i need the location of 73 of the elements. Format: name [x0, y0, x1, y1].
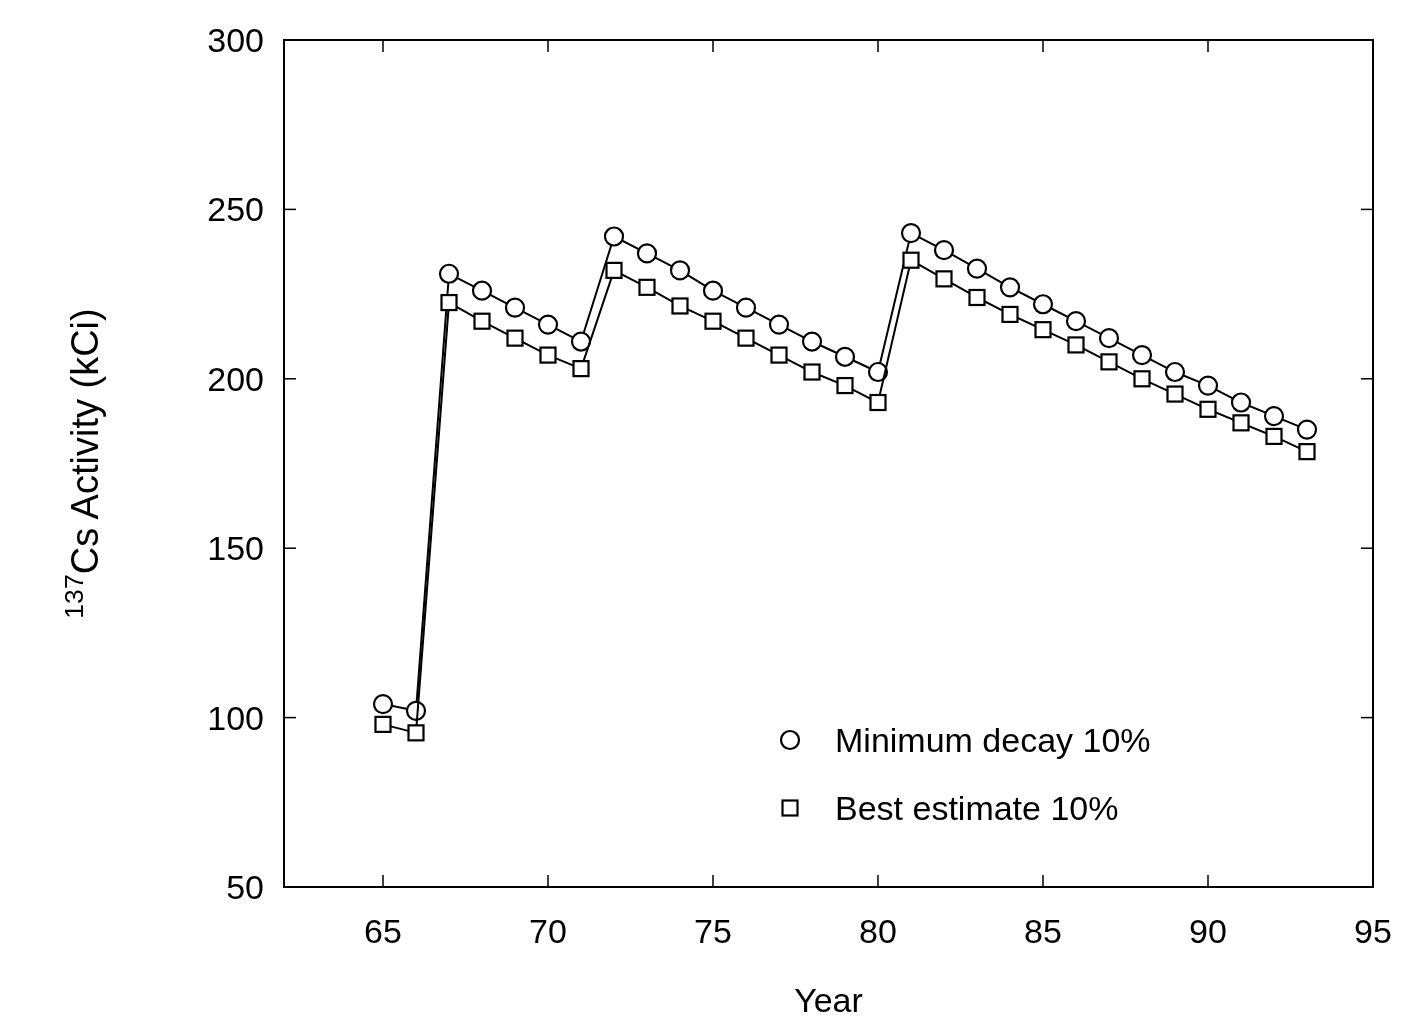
y-tick-label: 150: [207, 529, 264, 568]
point: [1263, 405, 1285, 427]
point: [704, 312, 722, 330]
x-tick-label: 65: [364, 912, 402, 950]
point: [1067, 336, 1085, 354]
point: [1131, 344, 1153, 366]
point: [933, 239, 955, 261]
x-tick-label: 95: [1354, 912, 1392, 950]
point: [1230, 392, 1252, 413]
point: [471, 280, 493, 301]
point: [1098, 328, 1120, 349]
point: [1133, 370, 1151, 388]
point: [372, 693, 394, 715]
point: [900, 223, 922, 244]
legend-label: Minimum decay 10%: [835, 720, 1151, 759]
point: [770, 346, 788, 364]
x-tick-label: 80: [859, 912, 897, 950]
point: [438, 263, 460, 284]
point: [768, 314, 790, 335]
point: [702, 280, 724, 301]
point: [1100, 353, 1118, 371]
point: [605, 261, 623, 279]
x-tick-label: 70: [529, 912, 567, 950]
point: [570, 331, 592, 352]
point: [834, 346, 856, 367]
point: [1001, 305, 1019, 324]
x-tick-label: 90: [1189, 912, 1227, 950]
point: [671, 297, 689, 315]
point: [1232, 414, 1250, 432]
point: [537, 314, 559, 335]
point: [869, 393, 887, 412]
x-axis-title: Year: [794, 981, 863, 1019]
point: [902, 251, 920, 269]
point: [539, 346, 557, 364]
point: [1166, 385, 1184, 403]
point: [968, 288, 986, 307]
legend-label: Best estimate 10%: [835, 788, 1119, 827]
point: [867, 361, 889, 383]
point: [1265, 427, 1283, 445]
point: [473, 312, 491, 330]
point: [836, 376, 854, 395]
y-tick-label: 200: [207, 359, 264, 398]
point: [506, 329, 524, 347]
point: [603, 226, 625, 247]
y-tick-label: 100: [207, 698, 264, 737]
point: [1032, 294, 1054, 315]
point: [966, 258, 988, 279]
point: [504, 297, 526, 318]
point: [1197, 375, 1219, 396]
point: [572, 360, 590, 378]
point: [1164, 361, 1186, 383]
point: [1298, 443, 1316, 461]
point: [801, 331, 823, 352]
point: [935, 270, 953, 288]
point: [1199, 400, 1217, 418]
point: [737, 329, 755, 347]
x-tick-label: 85: [1024, 912, 1062, 950]
y-tick-label: 250: [207, 190, 264, 229]
point: [1065, 311, 1087, 332]
point: [636, 243, 658, 264]
point: [1034, 321, 1052, 339]
x-tick-label: 75: [694, 912, 732, 950]
point: [669, 260, 691, 281]
point: [803, 363, 821, 381]
point: [999, 277, 1021, 298]
point: [1296, 419, 1318, 440]
point: [374, 715, 392, 733]
point: [638, 278, 656, 296]
y-tick-label: 50: [226, 867, 264, 906]
point: [735, 297, 757, 318]
point: [440, 293, 458, 312]
y-tick-label: 300: [207, 20, 264, 59]
point: [407, 724, 425, 742]
